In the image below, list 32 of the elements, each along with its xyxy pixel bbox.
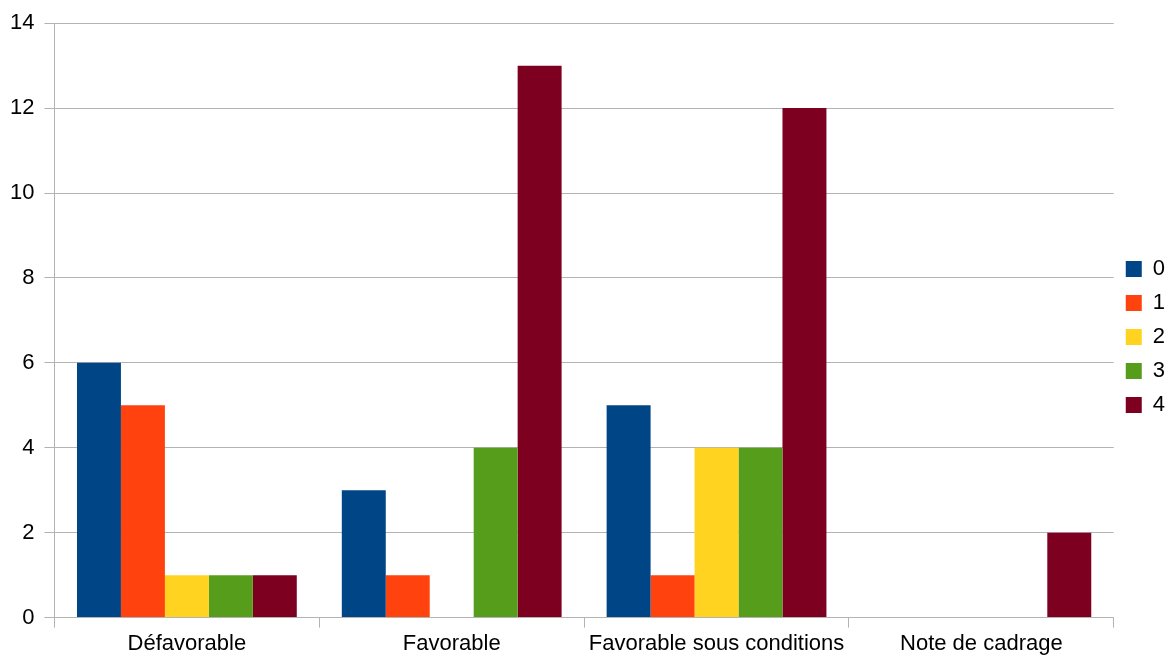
legend-label: 2	[1152, 323, 1166, 349]
bar	[606, 405, 651, 618]
bar	[694, 447, 739, 618]
y-tick-label: 0	[22, 603, 35, 629]
y-tick-label: 6	[22, 348, 35, 374]
legend-label: 1	[1152, 289, 1166, 315]
bar	[120, 405, 165, 618]
bar	[782, 108, 827, 618]
y-tick-label: 12	[9, 94, 35, 120]
bar	[650, 575, 695, 618]
x-tick-label: Favorable sous conditions	[588, 629, 845, 655]
legend-label: 3	[1152, 357, 1166, 383]
bar	[738, 447, 783, 618]
legend-label: 0	[1152, 255, 1166, 281]
y-tick-label: 2	[22, 518, 35, 544]
y-tick-label: 8	[22, 264, 35, 290]
legend-label: 4	[1152, 391, 1166, 417]
bar	[341, 490, 386, 618]
bar	[252, 575, 297, 618]
x-tick-label: Défavorable	[127, 629, 247, 655]
bar	[1047, 532, 1092, 618]
x-tick-label: Favorable	[402, 629, 501, 655]
y-tick-label: 4	[22, 433, 35, 459]
y-tick-label: 10	[9, 179, 35, 205]
bar	[473, 447, 518, 618]
bar	[164, 575, 209, 618]
bar	[517, 65, 562, 618]
bar	[385, 575, 430, 618]
x-tick-label: Note de cadrage	[900, 629, 1063, 655]
y-tick-label: 14	[9, 9, 35, 35]
bar	[208, 575, 253, 618]
bar	[76, 362, 121, 618]
